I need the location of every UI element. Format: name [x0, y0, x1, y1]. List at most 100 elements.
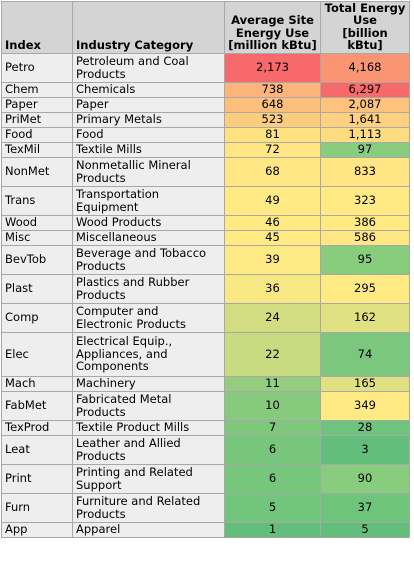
total-energy-cell[interactable]: 162 — [320, 302, 410, 333]
average-site-energy-cell[interactable]: 49 — [224, 185, 321, 216]
average-site-energy-cell[interactable]: 5 — [224, 492, 321, 523]
category-cell[interactable]: Apparel — [72, 521, 225, 538]
category-cell[interactable]: Leather and Allied Products — [72, 434, 225, 465]
total-energy-cell[interactable]: 165 — [320, 375, 410, 392]
index-cell[interactable]: Print — [1, 463, 73, 494]
index-cell[interactable]: Plast — [1, 273, 73, 304]
index-cell[interactable]: Leat — [1, 434, 73, 465]
average-site-energy-cell[interactable]: 81 — [224, 126, 321, 143]
header-average-site-energy[interactable]: Average Site Energy Use [million kBtu] — [224, 1, 321, 54]
index-cell[interactable]: FabMet — [1, 390, 73, 421]
total-energy-cell[interactable]: 95 — [320, 244, 410, 275]
category-cell[interactable]: Transportation Equipment — [72, 185, 225, 216]
category-cell[interactable]: Nonmetallic Mineral Products — [72, 156, 225, 187]
category-cell[interactable]: Fabricated Metal Products — [72, 390, 225, 421]
index-cell[interactable]: App — [1, 521, 73, 538]
index-cell[interactable]: Food — [1, 126, 73, 143]
total-energy-cell[interactable]: 3 — [320, 434, 410, 465]
average-site-energy-cell[interactable]: 738 — [224, 81, 321, 98]
category-cell[interactable]: Computer and Electronic Products — [72, 302, 225, 333]
category-cell[interactable]: Textile Mills — [72, 141, 225, 158]
category-line: Wood Products — [76, 215, 162, 230]
category-line: Leather and Allied — [76, 436, 181, 451]
total-energy-cell[interactable]: 349 — [320, 390, 410, 421]
average-site-energy-cell[interactable]: 523 — [224, 111, 321, 128]
total-energy-cell[interactable]: 1,641 — [320, 111, 410, 128]
category-cell[interactable]: Primary Metals — [72, 111, 225, 128]
category-line: Apparel — [76, 522, 121, 537]
index-cell[interactable]: Trans — [1, 185, 73, 216]
category-line: Printing and Related — [76, 465, 193, 480]
category-cell[interactable]: Textile Product Mills — [72, 419, 225, 436]
index-cell[interactable]: Elec — [1, 331, 73, 377]
category-cell[interactable]: Chemicals — [72, 81, 225, 98]
average-site-energy-cell[interactable]: 6 — [224, 463, 321, 494]
total-energy-cell[interactable]: 386 — [320, 214, 410, 231]
total-energy-cell[interactable]: 97 — [320, 141, 410, 158]
category-cell[interactable]: Paper — [72, 96, 225, 113]
index-cell[interactable]: NonMet — [1, 156, 73, 187]
total-energy-cell[interactable]: 37 — [320, 492, 410, 523]
table-row: Petro Petroleum and Coal Products 2,173 4,16… — [1, 52, 410, 83]
average-site-energy-cell[interactable]: 11 — [224, 375, 321, 392]
average-site-energy-cell[interactable]: 1 — [224, 521, 321, 538]
index-cell[interactable]: PriMet — [1, 111, 73, 128]
category-line: Paper — [76, 97, 109, 112]
category-cell[interactable]: Miscellaneous — [72, 229, 225, 246]
total-energy-cell[interactable]: 2,087 — [320, 96, 410, 113]
header-industry-category[interactable]: Industry Category — [72, 1, 225, 54]
category-line: Products — [76, 404, 126, 419]
header-total-energy[interactable]: Total Energy Use [billion kBtu] — [320, 1, 410, 54]
category-cell[interactable]: Machinery — [72, 375, 225, 392]
index-cell[interactable]: BevTob — [1, 244, 73, 275]
category-cell[interactable]: Petroleum and Coal Products — [72, 52, 225, 83]
total-energy-cell[interactable]: 74 — [320, 331, 410, 377]
total-energy-cell[interactable]: 295 — [320, 273, 410, 304]
category-cell[interactable]: Furniture and Related Products — [72, 492, 225, 523]
category-line: Furniture and Related — [76, 494, 201, 509]
average-site-energy-cell[interactable]: 10 — [224, 390, 321, 421]
total-energy-cell[interactable]: 4,168 — [320, 52, 410, 83]
index-cell[interactable]: Chem — [1, 81, 73, 98]
average-site-energy-cell[interactable]: 45 — [224, 229, 321, 246]
average-site-energy-cell[interactable]: 36 — [224, 273, 321, 304]
total-energy-cell[interactable]: 90 — [320, 463, 410, 494]
index-cell[interactable]: Petro — [1, 52, 73, 83]
category-cell[interactable]: Printing and Related Support — [72, 463, 225, 494]
category-line: Textile Product Mills — [76, 420, 190, 435]
average-site-energy-cell[interactable]: 2,173 — [224, 52, 321, 83]
average-site-energy-cell[interactable]: 648 — [224, 96, 321, 113]
index-cell[interactable]: Comp — [1, 302, 73, 333]
index-cell[interactable]: Mach — [1, 375, 73, 392]
total-energy-cell[interactable]: 833 — [320, 156, 410, 187]
header-index[interactable]: Index — [1, 1, 73, 54]
total-energy-cell[interactable]: 586 — [320, 229, 410, 246]
index-cell[interactable]: Wood — [1, 214, 73, 231]
index-cell[interactable]: TexMil — [1, 141, 73, 158]
average-site-energy-cell[interactable]: 39 — [224, 244, 321, 275]
average-site-energy-cell[interactable]: 7 — [224, 419, 321, 436]
total-energy-cell[interactable]: 323 — [320, 185, 410, 216]
total-energy-cell[interactable]: 1,113 — [320, 126, 410, 143]
table-row: TexMil Textile Mills 72 97 — [1, 141, 410, 158]
category-cell[interactable]: Food — [72, 126, 225, 143]
category-cell[interactable]: Plastics and Rubber Products — [72, 273, 225, 304]
average-site-energy-cell[interactable]: 68 — [224, 156, 321, 187]
average-site-energy-cell[interactable]: 72 — [224, 141, 321, 158]
category-cell[interactable]: Beverage and Tobacco Products — [72, 244, 225, 275]
category-cell[interactable]: Electrical Equip., Appliances, and Compone… — [72, 331, 225, 377]
average-site-energy-cell[interactable]: 22 — [224, 331, 321, 377]
total-energy-cell[interactable]: 5 — [320, 521, 410, 538]
category-cell[interactable]: Wood Products — [72, 214, 225, 231]
total-energy-cell[interactable]: 28 — [320, 419, 410, 436]
average-site-energy-cell[interactable]: 6 — [224, 434, 321, 465]
average-site-energy-cell[interactable]: 24 — [224, 302, 321, 333]
index-cell[interactable]: TexProd — [1, 419, 73, 436]
table-row: Print Printing and Related Support 6 90 — [1, 463, 410, 494]
index-cell[interactable]: Furn — [1, 492, 73, 523]
average-site-energy-cell[interactable]: 46 — [224, 214, 321, 231]
table-row: Paper Paper 648 2,087 — [1, 96, 410, 113]
index-cell[interactable]: Misc — [1, 229, 73, 246]
index-cell[interactable]: Paper — [1, 96, 73, 113]
total-energy-cell[interactable]: 6,297 — [320, 81, 410, 98]
